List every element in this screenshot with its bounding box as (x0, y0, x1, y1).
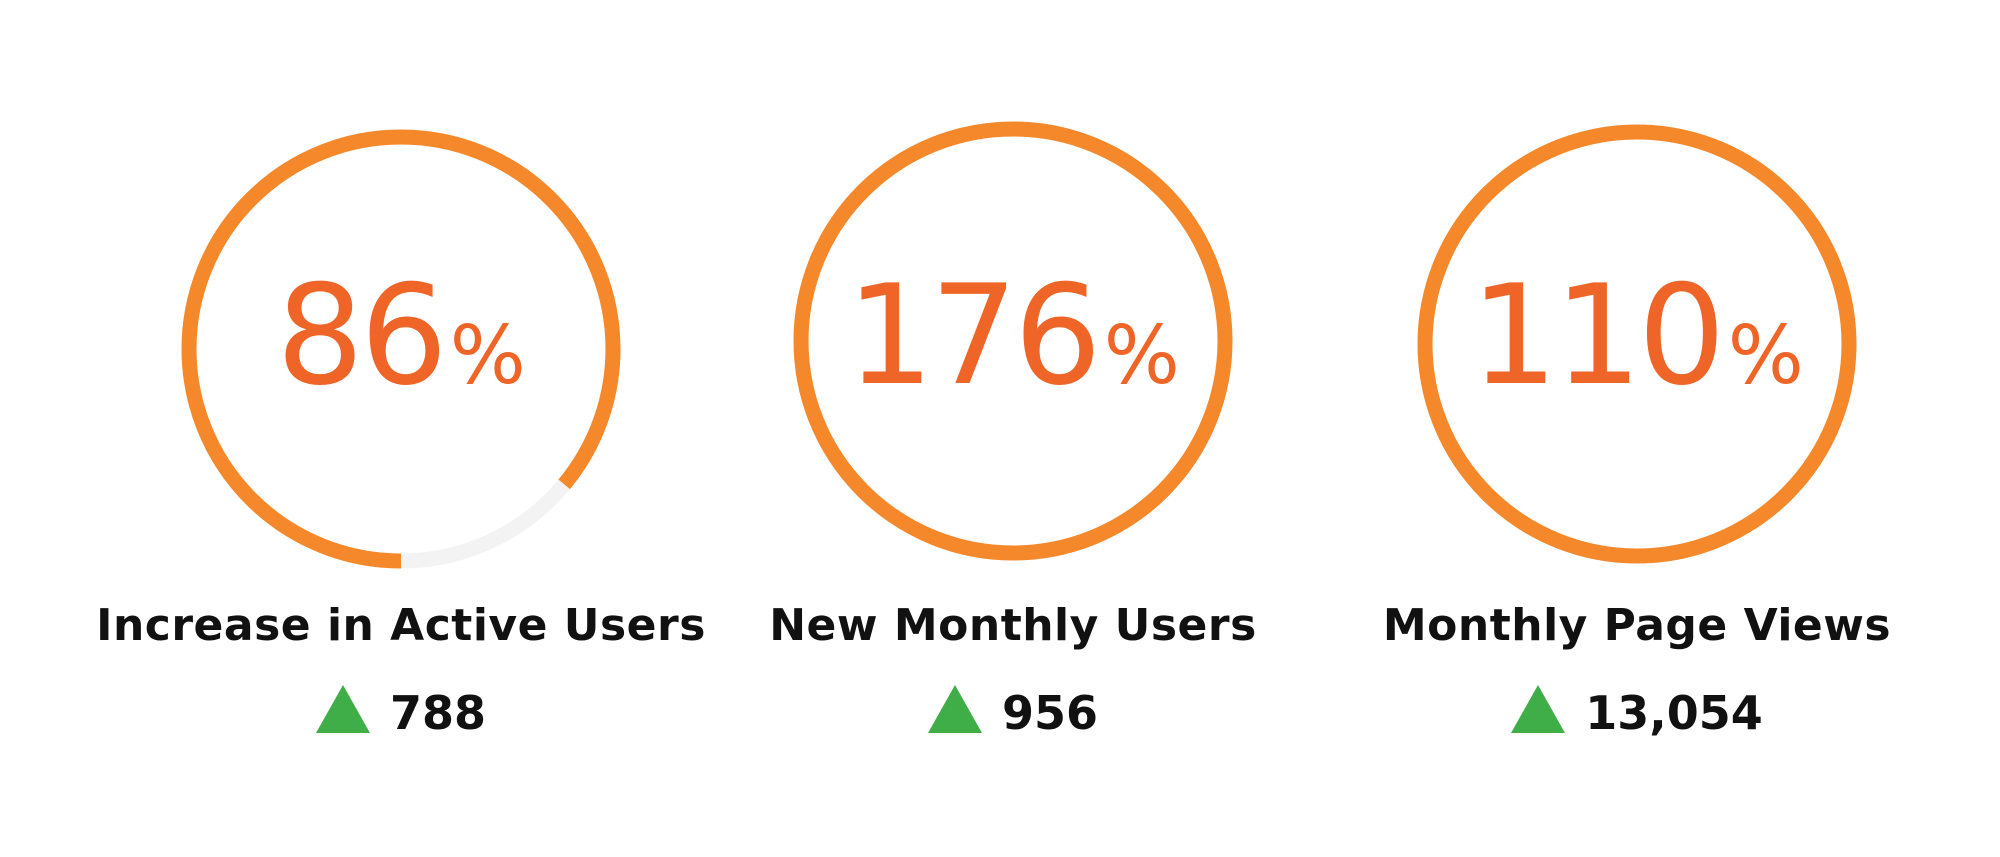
kpi-new-monthly-users: 176% New Monthly Users 956 (693, 0, 1333, 857)
delta-value: 788 (389, 686, 487, 740)
percent-value: 110% (1317, 255, 1957, 416)
kpi-active-users: 86% Increase in Active Users 788 (81, 0, 721, 857)
kpi-delta: 788 (81, 685, 721, 740)
delta-value: 13,054 (1585, 686, 1763, 740)
kpi-monthly-page-views: 110% Monthly Page Views 13,054 (1317, 0, 1957, 857)
percent-symbol: % (1103, 309, 1180, 402)
delta-value: 956 (1001, 686, 1099, 740)
percent-symbol: % (1727, 309, 1804, 402)
triangle-up-icon (315, 685, 370, 733)
ring-progress-arc (793, 121, 1233, 561)
percent-value: 176% (693, 255, 1333, 416)
progress-ring (1417, 124, 1857, 564)
kpi-label: Monthly Page Views (1382, 600, 1892, 651)
kpi-label: Increase in Active Users (96, 600, 706, 651)
kpi-delta: 13,054 (1317, 685, 1957, 740)
percent-value: 86% (81, 255, 721, 416)
progress-ring (181, 129, 621, 569)
triangle-up-icon (927, 685, 982, 733)
kpi-delta: 956 (693, 685, 1333, 740)
kpi-label: New Monthly Users (769, 600, 1257, 651)
percent-number: 176 (846, 255, 1101, 416)
progress-ring (793, 121, 1233, 561)
ring-progress-arc (1417, 124, 1857, 564)
triangle-up-icon (1511, 685, 1566, 733)
ring-progress-arc (181, 129, 621, 569)
percent-number: 86 (276, 255, 448, 416)
percent-number: 110 (1470, 255, 1725, 416)
percent-symbol: % (449, 309, 526, 402)
